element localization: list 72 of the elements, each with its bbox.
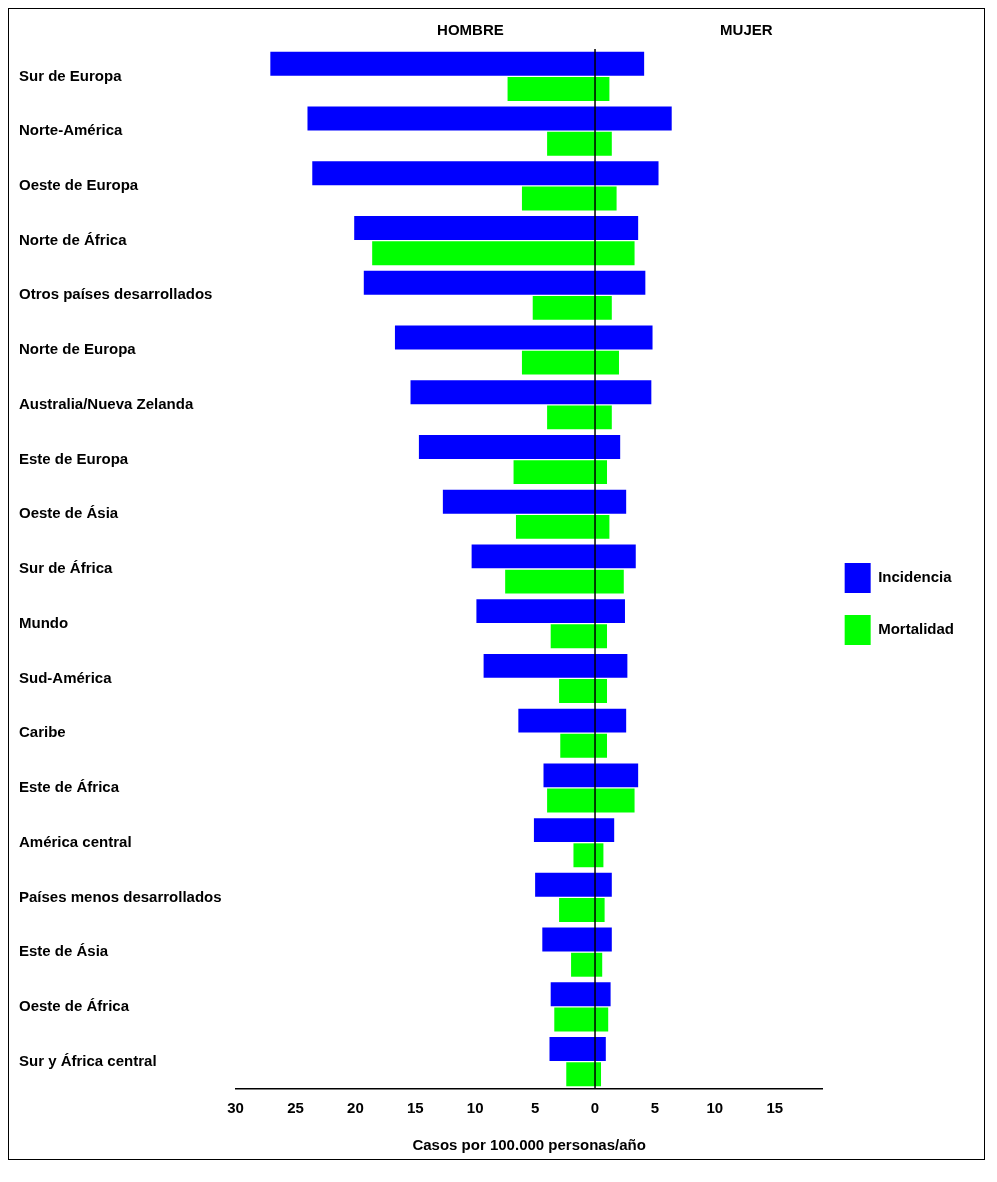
bar [543,763,639,788]
y-tick-label: Mundo [19,613,69,631]
y-tick-label: Países menos desarrollados [19,887,222,905]
bar [547,405,612,430]
x-tick-label: 0 [590,1099,600,1117]
bar [312,161,659,186]
text: HOMBRE [437,21,504,38]
legend-label: Incidencia [878,568,953,586]
bar [394,325,653,350]
x-axis-title: Casos por 100.000 personas/año [412,1136,646,1154]
bar [515,514,610,539]
bar [550,982,611,1007]
bar [560,733,608,758]
bar [507,77,610,101]
bar [559,679,608,704]
x-tick-label: 25 [287,1099,304,1117]
y-tick-label: Este de África [19,778,120,796]
bar [363,270,646,295]
bar [521,350,619,375]
y-tick-label: Otros países desarrollados [19,285,213,303]
bar [549,1037,606,1061]
y-tick-label: Sur y África central [19,1051,157,1069]
y-tick-label: Oeste de Europa [19,175,139,193]
x-tick-label: 5 [530,1099,540,1117]
x-tick-label: 20 [347,1099,364,1117]
y-tick-label: Norte-América [19,121,124,139]
bar [573,843,604,868]
bar [513,460,608,485]
bar [442,489,627,514]
bar [270,51,645,76]
x-tick-label: 15 [766,1099,784,1117]
bar [532,295,612,320]
legend-label: Mortalidad [878,620,955,638]
y-tick-label: América central [19,832,132,850]
bar [372,241,635,266]
bar [566,1062,602,1087]
y-tick-label: Sur de Europa [19,66,123,84]
y-tick-label: Este de Ásia [19,942,109,960]
bar [535,872,612,897]
bar [554,1007,609,1032]
bar [571,952,603,977]
bar [559,898,605,922]
bar [410,380,652,405]
y-tick-label: Oeste de Ásia [19,504,119,522]
x-tick-label: 15 [406,1099,424,1117]
bar [505,569,624,594]
bar [547,788,635,813]
text: MUJER [720,21,773,38]
bar [550,624,608,649]
x-tick-label: 10 [706,1099,724,1117]
bar [533,818,615,843]
y-tick-label: Norte de Europa [19,340,137,358]
y-tick-label: Sur de África [19,559,114,577]
bar [542,927,612,952]
y-tick-label: Australia/Nueva Zelanda [19,394,194,412]
y-tick-label: Norte de África [19,230,128,248]
bar [521,186,617,211]
bar [418,434,621,459]
y-tick-label: Este de Europa [19,449,129,467]
bar [307,106,672,131]
x-tick-label: 10 [466,1099,484,1117]
y-tick-label: Sud-América [19,668,113,686]
bar [476,599,625,624]
bar [471,544,636,569]
bar [483,653,628,678]
bar [354,216,639,240]
y-tick-label: Oeste de África [19,997,130,1015]
x-tick-label: 5 [650,1099,660,1117]
y-tick-label: Caribe [19,723,66,741]
bar [518,708,627,733]
x-tick-label: 30 [227,1099,244,1117]
bar [547,131,612,156]
